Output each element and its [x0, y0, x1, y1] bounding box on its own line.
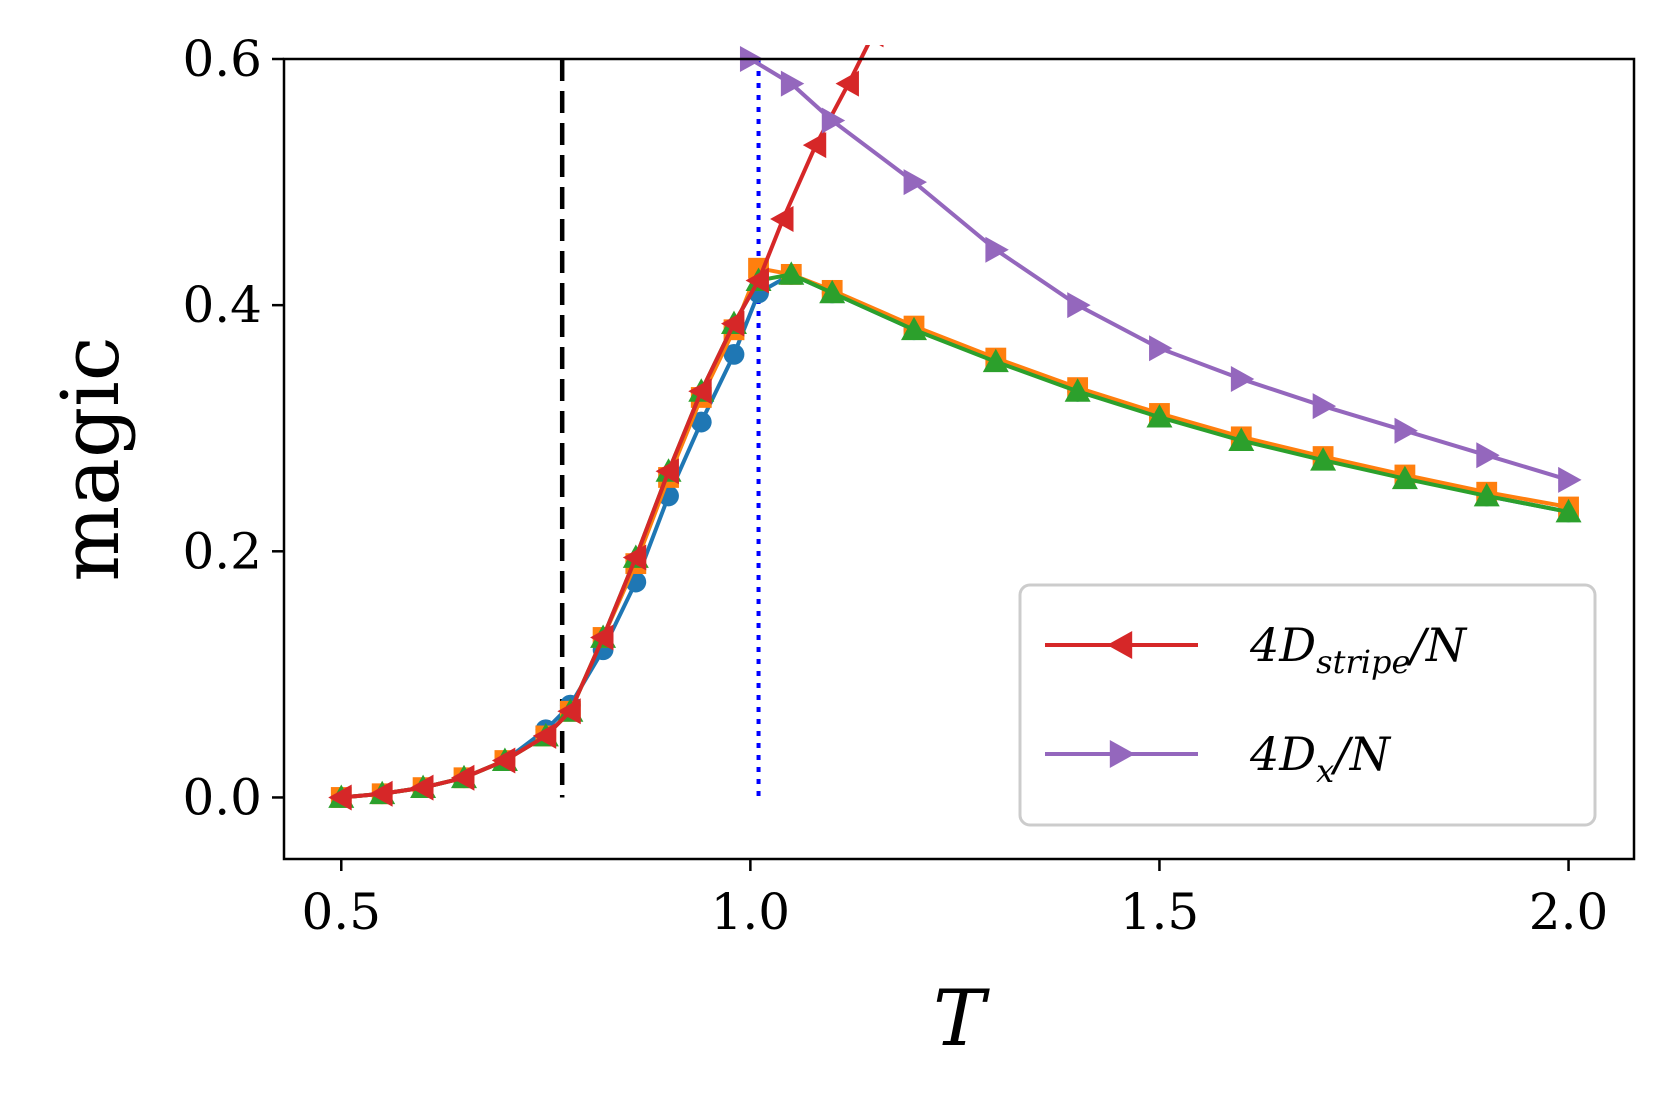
- series-3-point-13: [770, 206, 794, 232]
- series-4-point-11: [1558, 466, 1582, 493]
- y-tick-label-2: 0.4: [182, 276, 262, 334]
- series-3-point-6: [557, 698, 581, 725]
- series-2-point-20: [1310, 447, 1337, 471]
- y-tick-label-3: 0.6: [182, 30, 262, 88]
- series-3: [328, 45, 884, 811]
- series-4-point-2: [821, 107, 846, 134]
- series-2-point-14: [819, 279, 846, 304]
- series-2-point-13: [778, 261, 805, 285]
- series-3-point-12: [745, 267, 769, 294]
- series-4-point-7: [1230, 366, 1255, 392]
- series-2-point-17: [1064, 378, 1091, 402]
- x-axis-title: T: [933, 974, 990, 1064]
- series-0-point-10: [690, 411, 712, 433]
- x-tick-label-2: 1.5: [1120, 883, 1200, 941]
- series-0-point-11: [723, 343, 745, 365]
- series-3-point-16: [879, 45, 884, 48]
- series-4: [739, 46, 1582, 493]
- series-3-point-0: [328, 784, 352, 811]
- series-3-point-9: [655, 458, 679, 485]
- y-axis: 0.0 0.2 0.4 0.6: [182, 30, 284, 826]
- legend-marker-1: [1109, 740, 1135, 768]
- series-4-point-5: [1067, 292, 1091, 319]
- series-2-point-21: [1391, 465, 1418, 490]
- series-4-point-3: [903, 169, 927, 196]
- reference-lines: [559, 59, 761, 798]
- series-3-point-11: [721, 310, 745, 337]
- series-4-point-8: [1312, 393, 1337, 420]
- legend: 4Dstripe/N 4Dx/N: [1018, 583, 1597, 827]
- series-2-point-19: [1228, 427, 1255, 451]
- series-3-point-10: [688, 378, 712, 405]
- series-4-point-1: [780, 70, 805, 97]
- series-layer: [328, 45, 1582, 811]
- series-3-point-8: [622, 544, 647, 571]
- series-2-point-18: [1146, 404, 1173, 428]
- legend-label-1: 4Dx/N: [1249, 727, 1392, 790]
- x-tick-label-3: 2.0: [1529, 883, 1609, 941]
- x-tick-label-0: 0.5: [302, 883, 382, 941]
- series-4-point-9: [1394, 417, 1418, 444]
- series-3-point-14: [802, 132, 827, 159]
- y-tick-label-0: 0.0: [182, 768, 262, 826]
- legend-marker-0: [1107, 631, 1133, 659]
- x-axis: 0.5 1.0 1.5 2.0: [302, 859, 1609, 941]
- series-3-point-1: [369, 780, 393, 807]
- series-2-point-23: [1555, 498, 1582, 523]
- plot-frame: [282, 57, 1636, 861]
- series-2-point-22: [1473, 482, 1500, 507]
- series-4-point-6: [1149, 335, 1173, 362]
- series-3-point-3: [451, 764, 475, 791]
- series-3-point-2: [410, 774, 434, 801]
- x-tick-label-1: 1.0: [711, 883, 791, 941]
- legend-label-0: 4Dstripe/N: [1249, 618, 1468, 681]
- y-axis-title: magic: [44, 336, 137, 581]
- series-3-point-7: [590, 624, 614, 651]
- series-3-point-5: [532, 722, 557, 749]
- y-tick-label-1: 0.2: [182, 522, 262, 580]
- series-3-point-4: [491, 747, 516, 774]
- series-2-point-16: [982, 348, 1009, 373]
- series-4-point-4: [985, 236, 1009, 263]
- series-3-point-15: [835, 70, 859, 97]
- series-4-point-10: [1476, 442, 1500, 469]
- series-2-point-15: [901, 316, 927, 341]
